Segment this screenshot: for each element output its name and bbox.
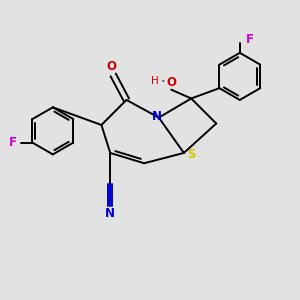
Text: N: N — [152, 110, 162, 123]
Text: F: F — [246, 33, 254, 46]
Text: S: S — [187, 148, 196, 161]
Text: O: O — [107, 60, 117, 73]
Text: N: N — [105, 207, 115, 220]
Text: O: O — [166, 76, 176, 89]
Text: F: F — [9, 136, 17, 148]
Text: H: H — [151, 76, 158, 86]
Text: ·: · — [161, 75, 166, 90]
